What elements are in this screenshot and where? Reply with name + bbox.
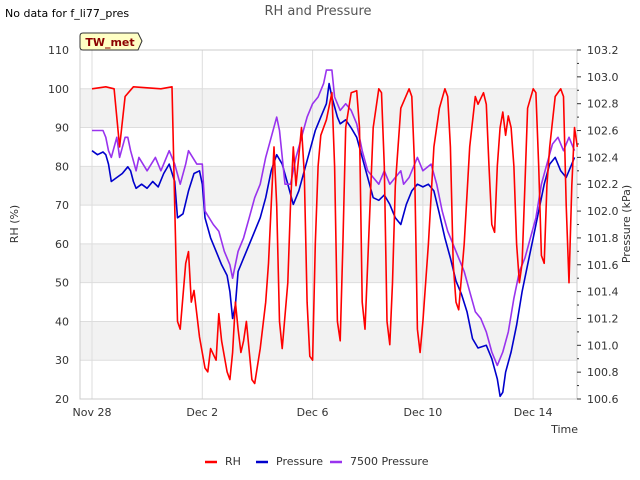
y-right-tick-label: 101.6 [587, 259, 619, 272]
y-left-tick-label: 50 [55, 277, 69, 290]
legend-label: 7500 Pressure [350, 455, 429, 468]
y-right-tick-label: 102.0 [587, 205, 619, 218]
legend-label: RH [225, 455, 241, 468]
y-right-tick-label: 101.0 [587, 339, 619, 352]
legend: RH Pressure 7500 Pressure [205, 455, 429, 468]
y-right-tick-label: 103.0 [587, 71, 619, 84]
y-left-tick-label: 80 [55, 160, 69, 173]
y-right-tick-label: 103.2 [587, 44, 619, 57]
station-tag: TW_met [79, 32, 143, 51]
y-left-tick-label: 30 [55, 354, 69, 367]
y-right-tick-label: 101.4 [587, 286, 619, 299]
y-left-tick-label: 90 [55, 122, 69, 135]
y-left-tick-label: 100 [48, 83, 69, 96]
chart-title: RH and Pressure [264, 4, 371, 19]
right-axis-ticks: 100.6 100.8 101.0 101.2 101.4 101.6 101.8 102.0… [577, 44, 619, 406]
y-right-tick-label: 102.6 [587, 125, 619, 138]
y-left-tick-label: 20 [55, 393, 69, 406]
plot-band [80, 127, 577, 167]
y-left-tick-label: 110 [48, 44, 69, 57]
y-right-tick-label: 101.2 [587, 312, 619, 325]
y-axis-left-label: RH (%) [8, 205, 21, 243]
y-right-tick-label: 100.8 [587, 366, 619, 379]
station-tag-label: TW_met [85, 36, 134, 49]
plot-band [80, 243, 577, 283]
series-layer [91, 69, 579, 398]
left-axis-ticks: 20 30 40 50 60 70 80 90 100 110 [48, 44, 69, 406]
legend-label: Pressure [276, 455, 323, 468]
series-line-pressure [91, 82, 576, 398]
x-tick-label: Dec 2 [186, 406, 218, 419]
series-line-rh [91, 86, 579, 385]
y-left-tick-label: 40 [55, 315, 69, 328]
x-tick-label: Nov 28 [73, 406, 112, 419]
y-right-tick-label: 101.8 [587, 232, 619, 245]
y-right-tick-label: 100.6 [587, 393, 619, 406]
x-axis-label: Time [550, 423, 578, 436]
x-tick-label: Dec 6 [297, 406, 329, 419]
x-tick-label: Dec 10 [403, 406, 442, 419]
station-tag-box [79, 32, 143, 51]
no-data-note: No data for f_li77_pres [5, 7, 129, 20]
y-left-tick-label: 70 [55, 199, 69, 212]
y-left-tick-label: 60 [55, 238, 69, 251]
plot-band [80, 205, 577, 244]
plot-band [80, 321, 577, 361]
x-tick-label: Dec 14 [514, 406, 553, 419]
series-line-7500-pressure [92, 69, 576, 367]
y-axis-right-label: Pressure (kPa) [620, 185, 633, 263]
y-right-tick-label: 102.8 [587, 98, 619, 111]
x-axis-ticks: Nov 28 Dec 2 Dec 6 Dec 10 Dec 14 [73, 406, 553, 419]
plot-band [80, 166, 577, 206]
y-right-tick-label: 102.4 [587, 151, 619, 164]
y-right-tick-label: 102.2 [587, 178, 619, 191]
plot-area-bands [80, 50, 577, 399]
plot-band [80, 282, 577, 322]
